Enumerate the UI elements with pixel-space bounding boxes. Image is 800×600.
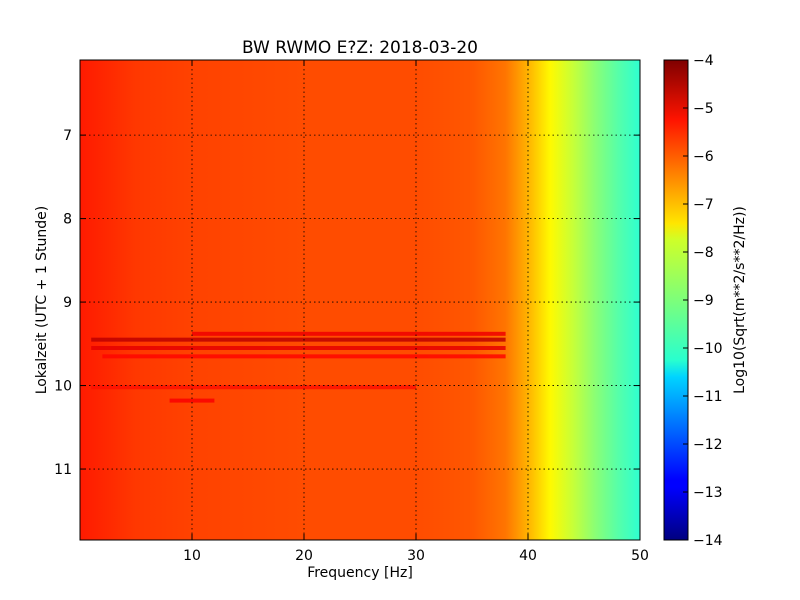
spectral-band-3: [102, 354, 506, 359]
y-tick-label: 9: [63, 295, 72, 311]
x-axis-label: Frequency [Hz]: [307, 565, 413, 581]
x-tick-label: 20: [295, 548, 313, 564]
x-tick-label: 40: [519, 548, 537, 564]
y-tick-label: 7: [63, 128, 72, 144]
colorbar-tick-label: −14: [693, 533, 723, 549]
spectral-band-0: [91, 337, 506, 342]
x-tick-label: 10: [183, 548, 201, 564]
colorbar-tick-label: −4: [693, 53, 714, 69]
colorbar-tick-label: −7: [693, 197, 714, 213]
colorbar-tick-label: −10: [693, 341, 723, 357]
spectral-band-4: [91, 385, 416, 390]
colorbar-tick-label: −13: [693, 485, 723, 501]
y-tick-label: 10: [54, 379, 72, 395]
colorbar-tick-label: −5: [693, 101, 714, 117]
plot-frame: [79, 59, 641, 541]
colorbar-tick-label: −11: [693, 389, 723, 405]
colorbar-ticks: −4 −5 −6 −7 −8 −9 −10 −11 −12 −13 −14: [683, 53, 723, 549]
plot-area: 10 20 30 40 50 7 8 9 10 11: [54, 59, 649, 564]
spectral-band-1: [91, 346, 506, 350]
colorbar-tick-label: −9: [693, 293, 714, 309]
x-tick-label: 50: [631, 548, 649, 564]
colorbar-tick-label: −6: [693, 149, 714, 165]
y-axis-ticks: 7 8 9 10 11: [54, 128, 640, 478]
colorbar-tick-label: −8: [693, 245, 714, 261]
colorbar: −4 −5 −6 −7 −8 −9 −10 −11 −12 −13 −14 Log10(Sqrt(m…: [663, 53, 748, 549]
chart-title: BW RWMO E?Z: 2018-03-20: [242, 38, 478, 58]
x-tick-label: 30: [407, 548, 425, 564]
x-axis-ticks: 10 20 30 40 50: [183, 60, 649, 564]
spectrogram-background: [80, 60, 640, 540]
colorbar-tick-label: −12: [693, 437, 723, 453]
colorbar-label: Log10(Sqrt(m**2/s**2/Hz)): [732, 206, 748, 394]
spectral-band-5: [169, 398, 215, 403]
y-axis-label: Lokalzeit (UTC + 1 Stunde): [34, 206, 50, 395]
y-tick-label: 8: [63, 212, 72, 228]
grid-lines: [80, 60, 640, 540]
y-tick-label: 11: [54, 462, 72, 478]
spectrogram-bands: [91, 331, 506, 403]
spectral-band-2: [192, 331, 506, 336]
